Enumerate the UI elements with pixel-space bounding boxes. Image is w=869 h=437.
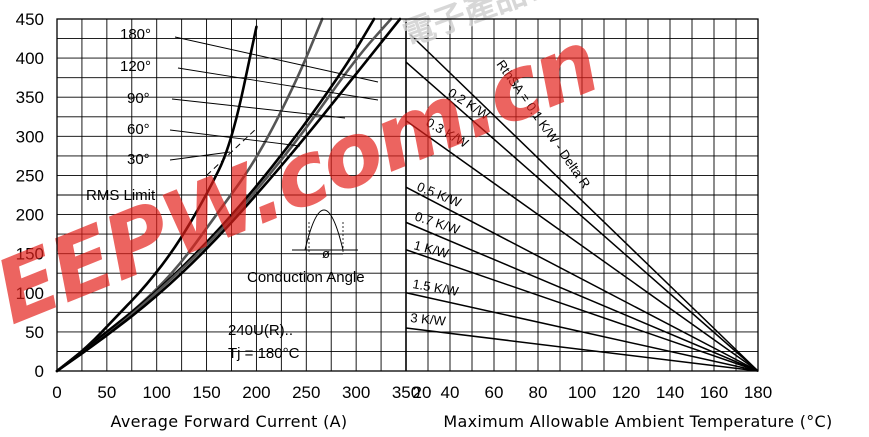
rth-line xyxy=(405,327,759,372)
angle-label-90: 90° xyxy=(127,90,150,107)
left-x-tick-label: 150 xyxy=(192,383,220,402)
right-x-axis-title: Maximum Allowable Ambient Temperature (°… xyxy=(443,412,832,431)
phi-symbol: ø xyxy=(322,246,330,261)
angle-leader-line xyxy=(174,36,379,83)
left-x-tick-label: 200 xyxy=(242,383,270,402)
rth-line xyxy=(405,61,759,372)
angle-leader-line xyxy=(171,98,346,119)
y-tick-label: 0 xyxy=(35,362,44,381)
right-panel-grid xyxy=(405,18,759,372)
device-label: 240U(R).. xyxy=(228,322,293,339)
left-x-tick-label: 100 xyxy=(143,383,171,402)
conduction-angle-label: Conduction Angle xyxy=(247,269,365,286)
rth-line xyxy=(405,221,759,372)
left-x-tick-label: 250 xyxy=(292,383,320,402)
chart-frame xyxy=(56,18,759,372)
right-x-tick-label: 60 xyxy=(485,383,504,402)
right-x-tick-label: 180 xyxy=(744,383,772,402)
y-tick-label: 450 xyxy=(16,10,44,29)
conduction-angle-icon: ø xyxy=(292,209,358,261)
angle-label-30: 30° xyxy=(127,151,150,168)
angle-leader-line xyxy=(169,129,301,147)
rth-line xyxy=(405,292,759,372)
right-x-tick-label: 80 xyxy=(529,383,548,402)
right-x-tick-label: 40 xyxy=(441,383,460,402)
left-x-tick-label: 300 xyxy=(342,383,370,402)
y-tick-label: 250 xyxy=(16,166,44,185)
y-tick-label: 100 xyxy=(16,284,44,303)
y-tick-label: 150 xyxy=(16,245,44,264)
rth-line xyxy=(405,120,759,372)
right-panel-lines xyxy=(405,34,759,372)
right-x-tick-label: 100 xyxy=(568,383,596,402)
rth-line xyxy=(405,186,759,372)
angle-labels: 180° 120° 90° 60° 30° xyxy=(120,26,151,168)
left-x-axis-title: Average Forward Current (A) xyxy=(111,412,348,431)
right-x-tick-label: 20 xyxy=(413,383,432,402)
left-x-tick-label: 350 xyxy=(392,383,420,402)
right-x-tick-label: 120 xyxy=(612,383,640,402)
left-panel-curves xyxy=(55,17,402,373)
left-x-tick-label: 50 xyxy=(97,383,116,402)
y-tick-label: 400 xyxy=(16,49,44,68)
axis-tick-labels: 0 50 100 150 200 250 300 350 400 450 0 50 100 150 200 2… xyxy=(16,10,773,402)
left-x-tick-label: 0 xyxy=(52,383,61,402)
y-tick-label: 200 xyxy=(16,206,44,225)
rms-limit-label: RMS Limit xyxy=(86,187,156,204)
y-tick-label: 350 xyxy=(16,88,44,107)
angle-leader-line xyxy=(177,67,379,101)
right-x-tick-label: 160 xyxy=(700,383,728,402)
rth-line xyxy=(409,34,759,372)
right-x-tick-label: 140 xyxy=(656,383,684,402)
rth-label: 0.5 K/W xyxy=(415,179,464,211)
rms-limit-line xyxy=(206,128,257,176)
y-tick-label: 50 xyxy=(25,323,44,342)
rth-line xyxy=(405,249,759,372)
junction-temp-label: Tj = 180°C xyxy=(228,345,300,362)
angle-label-180: 180° xyxy=(120,26,151,43)
angle-leader-line xyxy=(169,151,231,161)
angle-label-120: 120° xyxy=(120,58,151,75)
rth-label: 3 K/W xyxy=(410,310,447,329)
angle-label-60: 60° xyxy=(127,121,150,138)
y-tick-label: 300 xyxy=(16,127,44,146)
rth-label: 1 K/W xyxy=(412,237,451,261)
curve-90-deg xyxy=(55,17,376,373)
curve-180-deg xyxy=(55,17,402,373)
